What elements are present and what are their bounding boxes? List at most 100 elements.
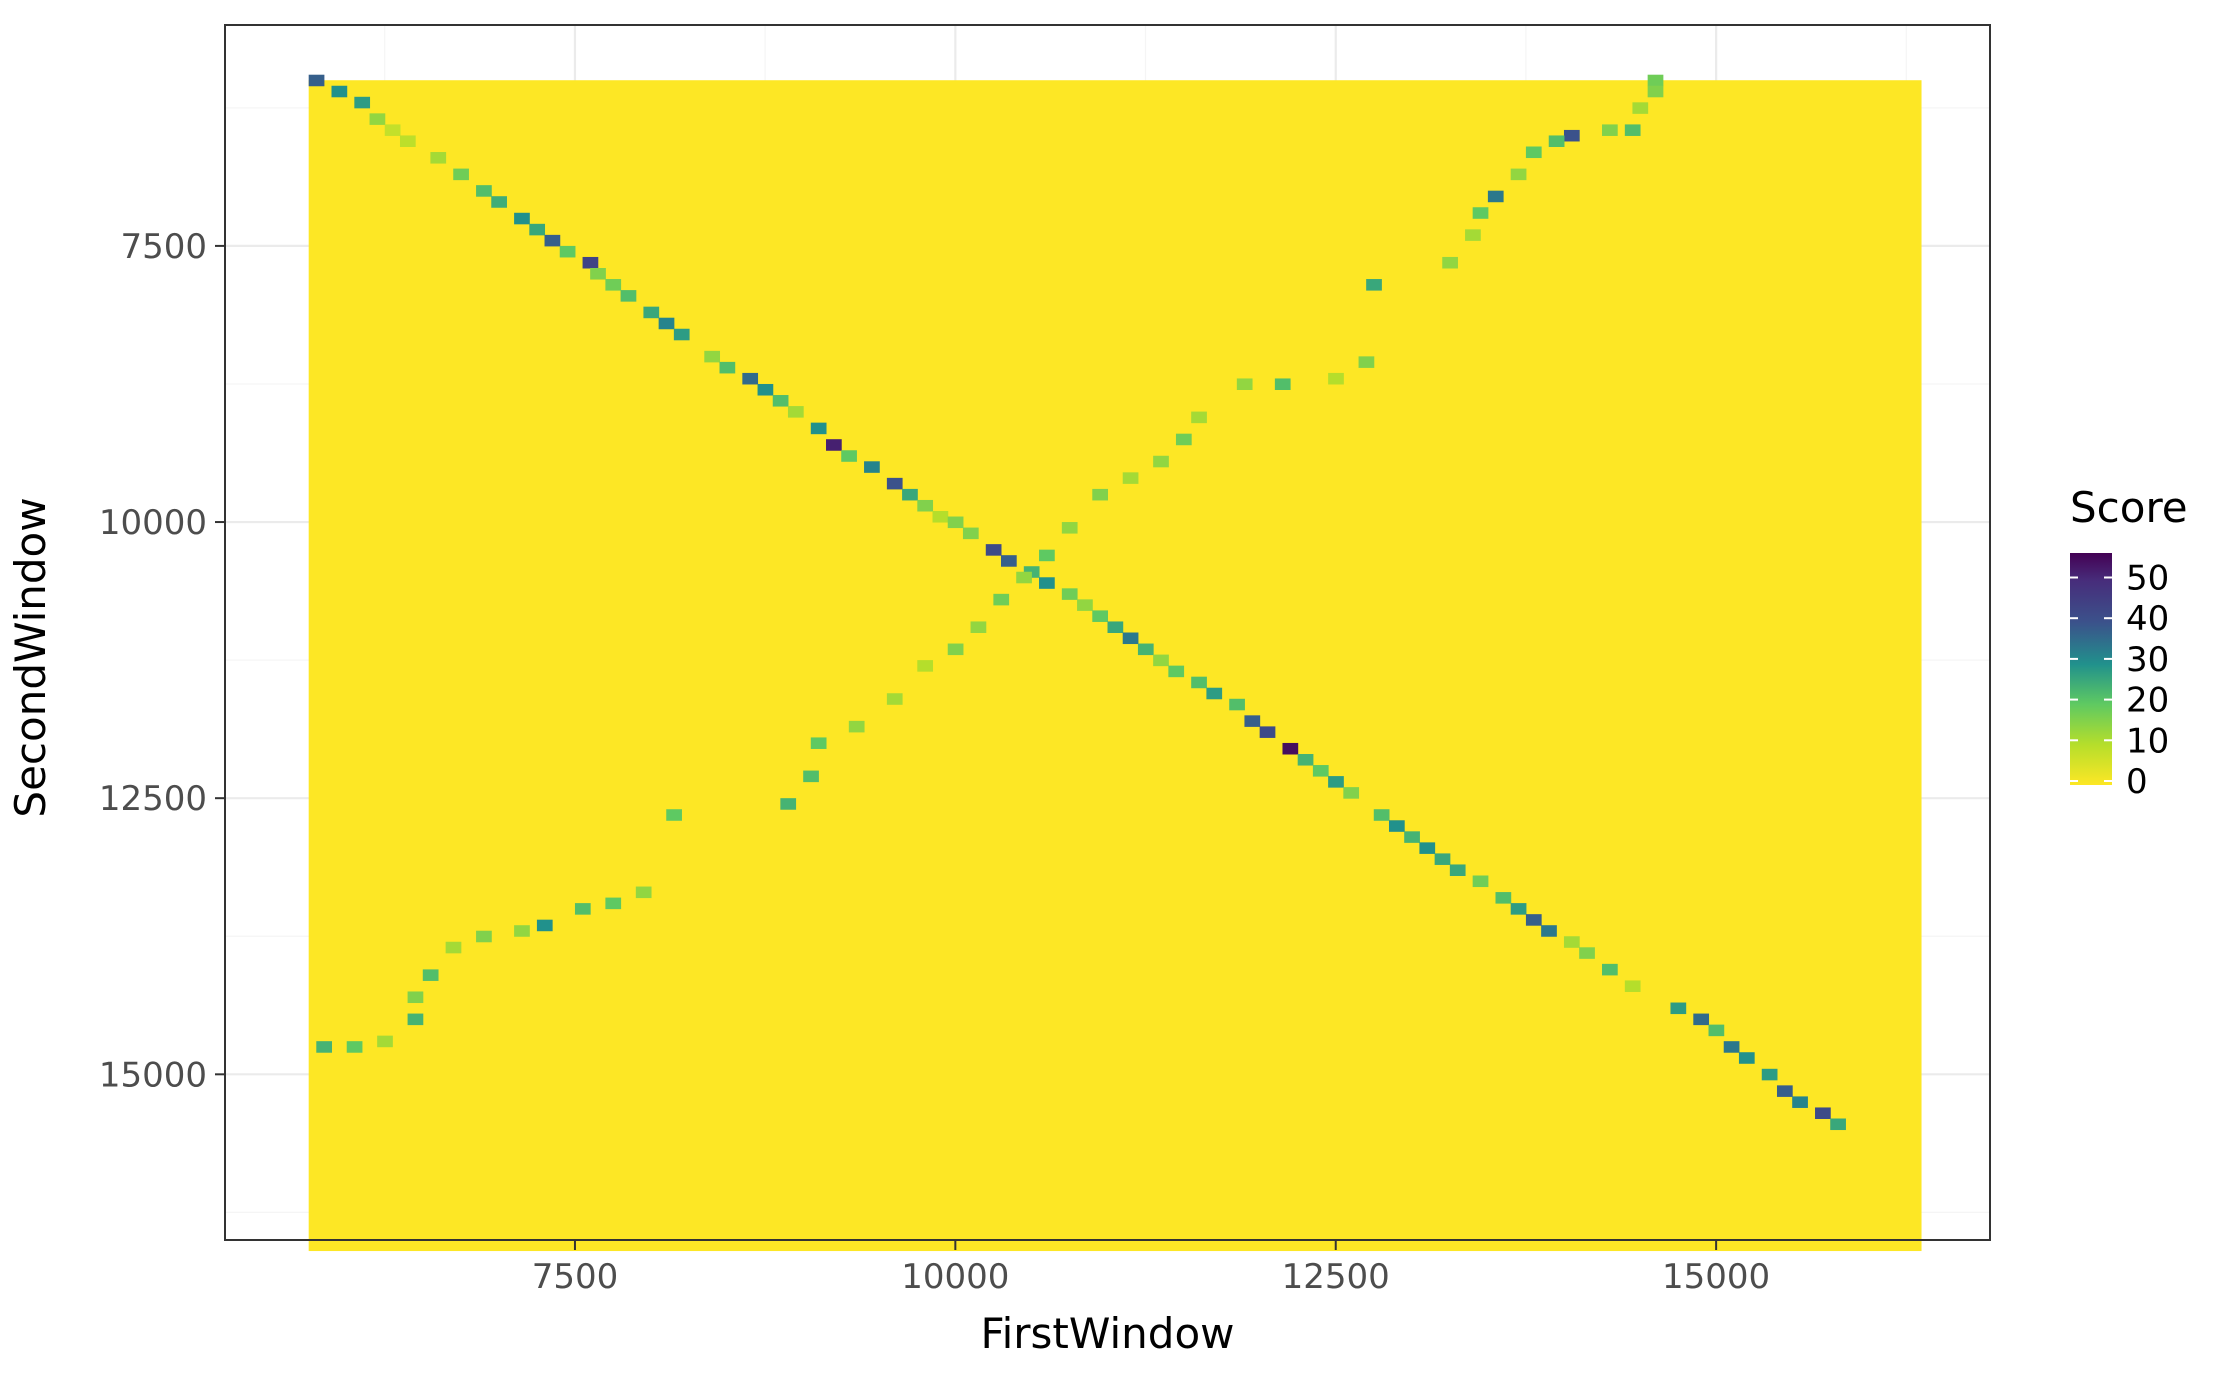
heatmap-cell bbox=[582, 256, 599, 269]
heatmap-cell bbox=[1137, 643, 1154, 656]
heatmap-cell bbox=[1229, 698, 1245, 711]
heatmap-cell bbox=[1525, 146, 1542, 159]
heatmap-cell bbox=[1449, 864, 1466, 876]
heatmap-cell bbox=[841, 450, 857, 462]
heatmap-cell bbox=[605, 897, 622, 910]
heatmap-cells bbox=[308, 74, 1922, 1252]
heatmap-cell bbox=[970, 621, 987, 633]
heatmap-cell bbox=[1175, 433, 1192, 446]
heatmap-cell bbox=[1510, 168, 1527, 181]
heatmap-cell bbox=[1434, 853, 1451, 865]
heatmap-cell bbox=[810, 737, 827, 749]
heatmap-cell bbox=[1563, 129, 1580, 142]
heatmap-cell bbox=[316, 1041, 333, 1053]
legend-tick-label: 0 bbox=[2126, 762, 2148, 802]
heatmap-cell bbox=[1153, 455, 1169, 468]
heatmap-cell bbox=[719, 361, 736, 374]
heatmap-cell bbox=[377, 1035, 393, 1048]
legend-title: Score bbox=[2070, 483, 2188, 532]
heatmap-cell bbox=[917, 499, 934, 512]
heatmap-cell bbox=[407, 1013, 424, 1026]
heatmap-cell bbox=[1830, 1118, 1846, 1131]
heatmap-cell bbox=[1708, 1024, 1725, 1037]
heatmap-cell bbox=[605, 279, 622, 291]
y-axis-title: SecondWindow bbox=[6, 497, 55, 817]
heatmap-cell bbox=[1541, 925, 1557, 937]
heatmap-cell bbox=[590, 268, 606, 280]
heatmap-cell bbox=[742, 372, 759, 385]
heatmap-cell bbox=[1000, 555, 1017, 567]
heatmap-cell bbox=[1122, 472, 1139, 484]
heatmap-cell bbox=[1358, 356, 1375, 368]
heatmap-cell bbox=[947, 643, 964, 656]
heatmap-cell bbox=[1602, 124, 1618, 136]
heatmap-cell bbox=[1388, 820, 1405, 832]
heatmap-cell bbox=[643, 306, 660, 319]
heatmap-cell bbox=[1092, 488, 1108, 501]
heatmap-cell bbox=[430, 152, 447, 164]
heatmap-cell bbox=[1670, 1002, 1687, 1015]
legend-tick-label: 40 bbox=[2126, 599, 2169, 639]
heatmap-cell bbox=[1792, 1096, 1808, 1108]
heatmap-cell bbox=[1092, 610, 1108, 622]
heatmap-cell bbox=[308, 74, 325, 87]
heatmap-cell bbox=[886, 693, 903, 705]
heatmap-cell bbox=[354, 96, 371, 109]
legend-tick-label: 30 bbox=[2126, 640, 2169, 680]
heatmap-cell bbox=[514, 925, 530, 937]
heatmap-cell bbox=[1624, 980, 1641, 992]
heatmap-cell bbox=[1274, 378, 1291, 390]
heatmap-cell bbox=[422, 969, 439, 981]
heatmap-cell bbox=[445, 941, 462, 954]
heatmap-cell bbox=[1465, 229, 1481, 241]
heatmap-cell bbox=[757, 383, 774, 396]
heatmap-cell bbox=[1404, 831, 1420, 843]
heatmap-cell bbox=[1495, 892, 1512, 904]
heatmap-cell bbox=[962, 527, 979, 540]
x-axis-title: FirstWindow bbox=[981, 1309, 1235, 1358]
heatmap-cell bbox=[1328, 776, 1344, 788]
heatmap-cell bbox=[772, 395, 789, 407]
heatmap-cell bbox=[985, 544, 1002, 556]
heatmap-cell bbox=[1548, 135, 1565, 147]
heatmap-cell bbox=[673, 328, 690, 341]
legend-tick-label: 20 bbox=[2126, 681, 2169, 721]
heatmap-cell bbox=[1244, 715, 1261, 727]
legend-tick-label: 50 bbox=[2126, 558, 2169, 598]
x-tick-label: 15000 bbox=[1662, 1257, 1770, 1297]
heatmap-cell bbox=[1328, 372, 1344, 385]
heatmap-cell bbox=[1761, 1068, 1778, 1081]
heatmap-cell bbox=[1442, 256, 1458, 269]
heatmap-cell bbox=[1579, 947, 1595, 959]
heatmap-cell bbox=[514, 212, 530, 225]
heatmap-cell bbox=[787, 406, 804, 418]
heatmap-cell bbox=[559, 245, 576, 258]
heatmap-cell bbox=[384, 124, 401, 136]
panel-border bbox=[224, 24, 1991, 1241]
heatmap-cell bbox=[1472, 207, 1489, 219]
x-tick-label: 7500 bbox=[532, 1257, 619, 1297]
heatmap-cell bbox=[1373, 809, 1390, 821]
heatmap-cell bbox=[491, 196, 507, 208]
heatmap-cell bbox=[803, 770, 819, 783]
heatmap-cell bbox=[864, 461, 880, 473]
heatmap-cell bbox=[1061, 522, 1078, 534]
y-tick-label: 7500 bbox=[120, 227, 207, 267]
heatmap-cell bbox=[1366, 279, 1382, 291]
heatmap-cell bbox=[1297, 754, 1314, 766]
heatmap-cell bbox=[704, 350, 721, 363]
heatmap-cell bbox=[399, 135, 416, 147]
heatmap-cell bbox=[476, 185, 492, 197]
heatmap-cell bbox=[666, 809, 682, 821]
heatmap-cell bbox=[1510, 903, 1527, 915]
heatmap-cell bbox=[1563, 936, 1580, 948]
heatmap-cell bbox=[810, 422, 827, 435]
legend-colorbar bbox=[2070, 553, 2112, 785]
heatmap-cell bbox=[1039, 577, 1055, 589]
heatmap-cell bbox=[476, 930, 492, 943]
heatmap-cell bbox=[886, 477, 903, 490]
heatmap-cell bbox=[1061, 588, 1078, 600]
heatmap-cell bbox=[346, 1041, 363, 1053]
heatmap-cell bbox=[658, 317, 675, 330]
